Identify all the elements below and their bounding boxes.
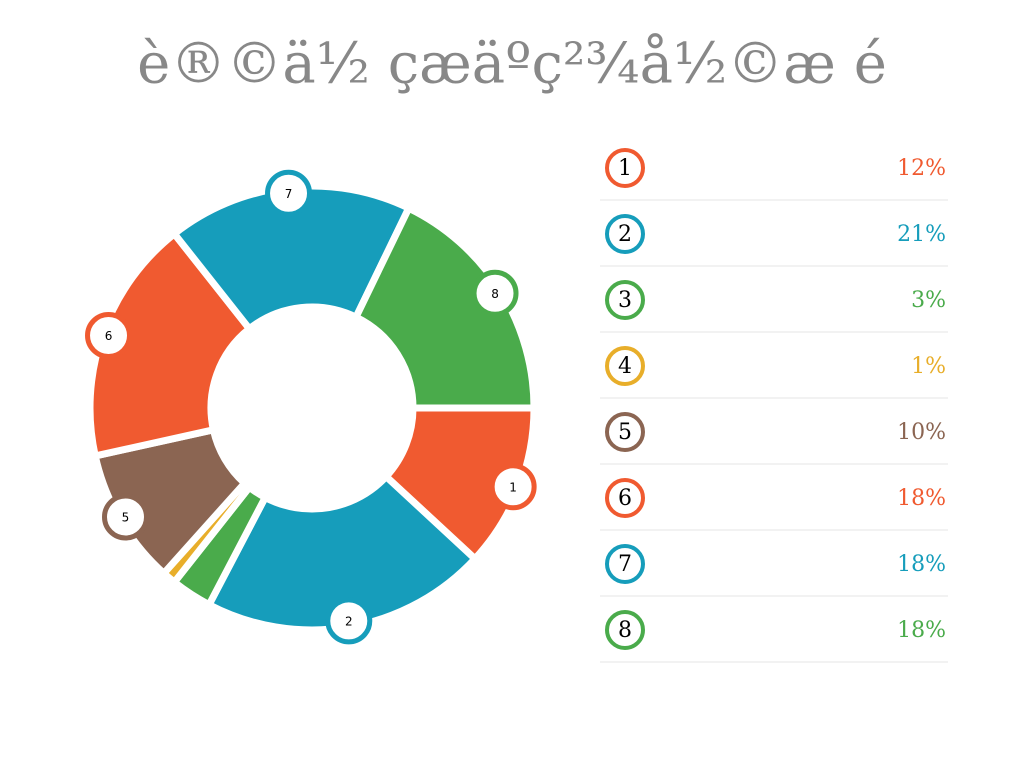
segment-label-badge [102, 493, 150, 541]
legend-value: 12% [897, 156, 946, 181]
segment-label: 7 [285, 187, 293, 201]
legend-label: 6 [618, 486, 632, 511]
legend-badge [605, 214, 645, 254]
segment-label: 1 [509, 480, 517, 494]
legend-label: 8 [618, 618, 632, 643]
donut-segment [351, 203, 538, 412]
legend-badge [605, 610, 645, 650]
legend-label: 5 [618, 420, 632, 445]
segment-label-badge [325, 597, 373, 645]
segment-label: 6 [105, 329, 113, 343]
legend-value: 18% [897, 618, 946, 643]
legend-value: 18% [897, 552, 946, 577]
legend-value: 10% [897, 420, 946, 445]
donut-segment [86, 228, 255, 461]
donut-segment [204, 471, 480, 634]
legend-badge [605, 544, 645, 584]
segment-label: 8 [491, 287, 499, 301]
segment-label: 5 [122, 510, 130, 524]
legend-badge [605, 280, 645, 320]
legend-badge [605, 412, 645, 452]
legend-value: 1% [911, 354, 946, 379]
legend-value: 3% [911, 288, 946, 313]
legend-badge [605, 346, 645, 386]
legend-value: 18% [897, 486, 946, 511]
chart-title: è®©ä½ çæäºç²¾å½©æ é [137, 32, 887, 97]
segment-label-badge [489, 463, 537, 511]
legend-label: 4 [618, 354, 632, 379]
legend-badge [605, 148, 645, 188]
segment-label-badge [85, 312, 133, 360]
segment-label-badge [265, 169, 313, 217]
legend-value: 21% [897, 222, 946, 247]
legend-label: 7 [618, 552, 632, 577]
segment-label: 2 [345, 614, 353, 628]
legend-label: 3 [618, 288, 632, 313]
donut-segment [169, 182, 414, 334]
legend-badge [605, 478, 645, 518]
segment-label-badge [471, 269, 519, 317]
legend-label: 2 [618, 222, 632, 247]
legend-label: 1 [618, 156, 632, 181]
